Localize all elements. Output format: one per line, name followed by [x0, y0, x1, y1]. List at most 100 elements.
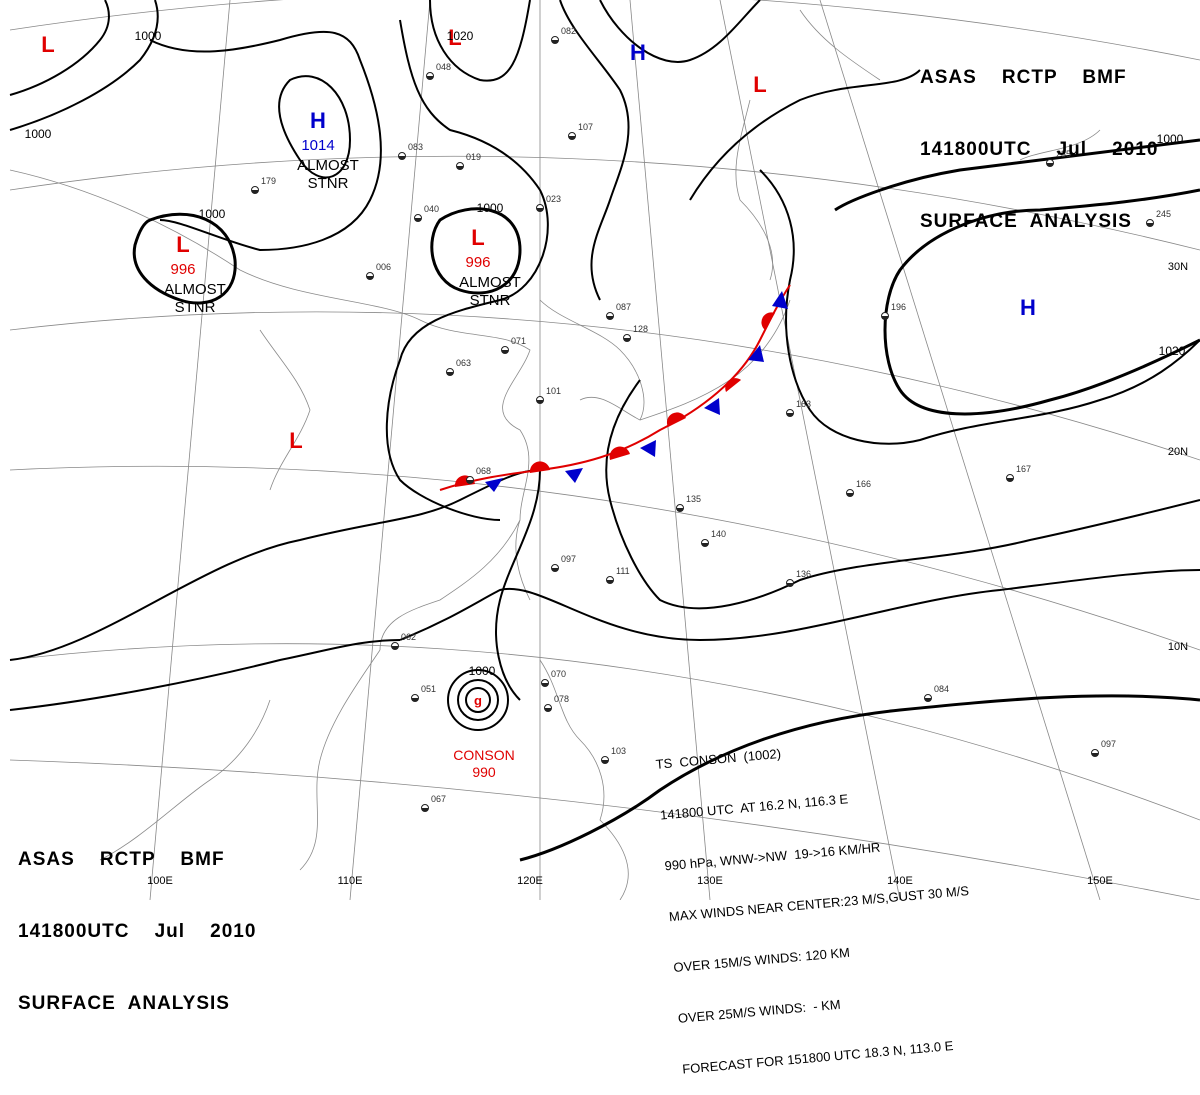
station-pressure: 101: [546, 386, 561, 396]
station-pressure: 097: [1101, 739, 1116, 749]
pressure-letter: L: [448, 25, 461, 50]
latitude-label: 30N: [1168, 261, 1188, 273]
station-plot: 082: [551, 26, 576, 44]
station-pressure: 040: [424, 204, 439, 214]
station-pressure: 235: [1056, 149, 1071, 159]
station-pressure: 166: [856, 479, 871, 489]
station-plot: 048: [426, 62, 451, 80]
header-line-2: 141800UTC Jul 2010: [18, 921, 257, 942]
station-pressure: 084: [934, 684, 949, 694]
station-plot: 235: [1046, 149, 1071, 167]
isobar-label: 1000: [25, 127, 52, 141]
low-pressure-marker: L: [753, 72, 766, 97]
station-plot: 023: [536, 194, 561, 212]
high-pressure-marker: H: [1020, 295, 1036, 320]
latitude-labels: 30N 20N 10N: [1168, 261, 1188, 653]
isobar-label: 1000: [135, 29, 162, 43]
station-pressure: 068: [476, 466, 491, 476]
station-pressure: 023: [546, 194, 561, 204]
header-top-right: ASAS RCTP BMF 141800UTC Jul 2010 SURFACE…: [920, 18, 1158, 258]
station-pressure: 167: [1016, 464, 1031, 474]
station-pressure: 097: [561, 554, 576, 564]
station-plot: 097: [551, 554, 576, 572]
station-pressure: 087: [616, 302, 631, 312]
longitude-label: 130E: [697, 875, 723, 887]
ts-line: TS CONSON (1002): [655, 745, 782, 772]
station-pressure: 140: [711, 529, 726, 539]
system-note: ALMOST: [459, 274, 521, 291]
station-plot: 078: [544, 694, 569, 712]
station-pressure: 128: [633, 324, 648, 334]
pressure-value: 1014: [301, 137, 334, 154]
station-plot: 163: [786, 399, 811, 417]
station-plot: 051: [411, 684, 436, 702]
header-line-3: SURFACE ANALYSIS: [18, 993, 230, 1014]
station-pressure: 070: [551, 669, 566, 679]
station-pressure: 019: [466, 152, 481, 162]
station-pressure: 107: [578, 122, 593, 132]
station-plot: 107: [568, 122, 593, 140]
typhoon-symbol: ɡ CONSON 990: [453, 693, 514, 780]
pressure-letter: H: [630, 40, 646, 65]
station-pressure: 083: [408, 142, 423, 152]
station-pressure: 103: [611, 746, 626, 756]
isobar-label: 1000: [199, 207, 226, 221]
pressure-systems: LH1014ALMOSTSTNRL996ALMOSTSTNRLL996ALMOS…: [41, 25, 1036, 453]
station-pressure: 071: [511, 336, 526, 346]
header-bottom-left: ASAS RCTP BMF 141800UTC Jul 2010 SURFACE…: [18, 800, 256, 1040]
isobar-label: 1000: [477, 201, 504, 215]
longitude-label: 110E: [338, 875, 363, 887]
station-plot: 167: [1006, 464, 1031, 482]
system-note: ALMOST: [164, 281, 226, 298]
station-plot: 068: [466, 466, 491, 484]
ts-bulletin: TS CONSON (1002) 141800 UTC AT 16.2 N, 1…: [652, 696, 984, 1095]
station-plot: 196: [881, 302, 906, 320]
ts-line: MAX WINDS NEAR CENTER:23 M/S,GUST 30 M/S: [668, 883, 970, 925]
station-pressure: 111: [616, 566, 630, 576]
high-pressure-marker: H: [630, 40, 646, 65]
pressure-letter: L: [176, 232, 189, 257]
system-note: STNR: [175, 299, 216, 316]
station-plot: 083: [398, 142, 423, 160]
longitude-label: 140E: [887, 875, 913, 887]
station-pressure: 135: [686, 494, 701, 504]
station-plot: 040: [414, 204, 439, 222]
station-pressure: 051: [421, 684, 436, 694]
header-line-3: SURFACE ANALYSIS: [920, 211, 1132, 232]
ts-line: 141800 UTC AT 16.2 N, 116.3 E: [659, 791, 849, 823]
ts-line: OVER 15M/S WINDS: 120 KM: [672, 944, 851, 976]
stationary-front: [439, 284, 791, 492]
isobars: [9, 0, 1200, 862]
latitude-label: 20N: [1168, 446, 1188, 458]
isobar-labels: 1000 1000 1000 1000 1000 1000 1020 1020: [25, 29, 1186, 678]
pressure-letter: L: [471, 225, 484, 250]
system-note: STNR: [308, 175, 349, 192]
ts-line: OVER 25M/S WINDS: - KM: [677, 996, 842, 1026]
low-pressure-marker: L: [448, 25, 461, 50]
station-plot: 019: [456, 152, 481, 170]
pressure-value: 996: [170, 261, 195, 278]
header-line-1: ASAS RCTP BMF: [18, 849, 225, 870]
system-note: ALMOST: [297, 157, 359, 174]
header-line-2: 141800UTC Jul 2010: [920, 139, 1159, 160]
low-pressure-marker: L: [289, 428, 302, 453]
isobar-label: 1000: [1157, 132, 1184, 146]
station-plot: 136: [786, 569, 811, 587]
pressure-letter: H: [1020, 295, 1036, 320]
station-plot: 245: [1146, 209, 1171, 227]
station-pressure: 082: [561, 26, 576, 36]
station-pressure: 062: [401, 632, 416, 642]
station-plot: 067: [421, 794, 446, 812]
pressure-letter: L: [753, 72, 766, 97]
station-plot: 087: [606, 302, 631, 320]
station-plot: 071: [501, 336, 526, 354]
ts-line: 990 hPa, WNW->NW 19->16 KM/HR: [663, 839, 881, 874]
system-note: STNR: [470, 292, 511, 309]
typhoon-pressure: 990: [472, 764, 496, 780]
svg-text:ɡ: ɡ: [474, 693, 482, 708]
station-plot: 070: [541, 669, 566, 687]
station-plot: 101: [536, 386, 561, 404]
ts-line: FORECAST FOR 151800 UTC 18.3 N, 113.0 E: [681, 1038, 954, 1077]
